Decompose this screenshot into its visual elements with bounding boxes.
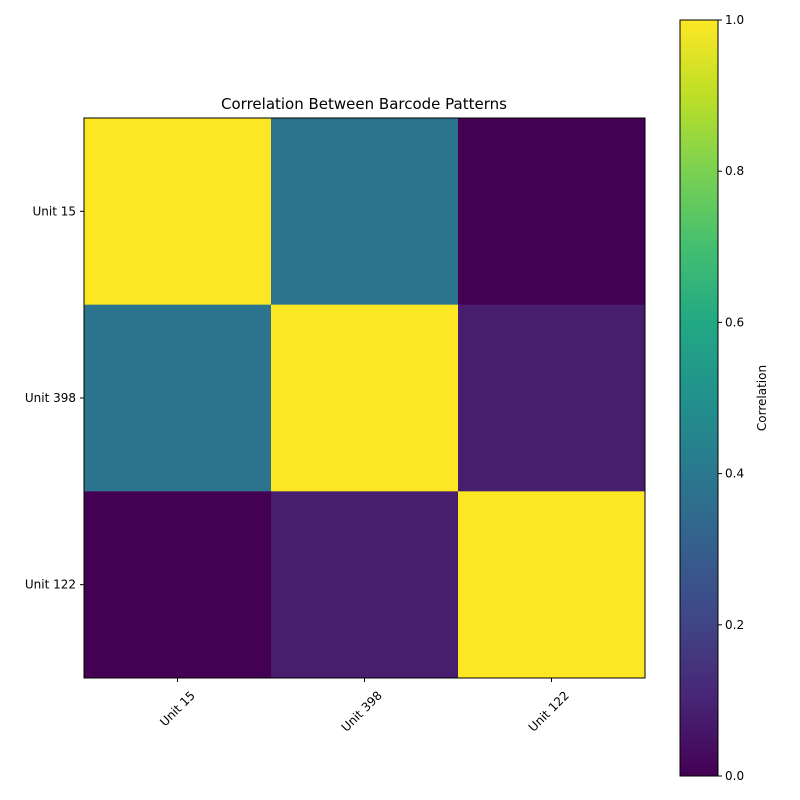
colorbar-label: Correlation xyxy=(755,365,769,431)
colorbar-tick-label: 0.6 xyxy=(725,315,744,329)
colorbar: 0.0 0.2 0.4 0.6 0.8 1.0 Correlation xyxy=(679,13,769,783)
heatmap-cell xyxy=(271,118,459,306)
colorbar-tick-label: 0.2 xyxy=(725,618,744,632)
y-tick-label: Unit 122 xyxy=(25,578,76,592)
heatmap-cell xyxy=(271,491,459,679)
colorbar-tick-label: 0.8 xyxy=(725,164,744,178)
x-axis: Unit 15 Unit 398 Unit 122 xyxy=(157,678,572,735)
colorbar-ticks: 0.0 0.2 0.4 0.6 0.8 1.0 xyxy=(718,13,744,783)
heatmap-cell xyxy=(458,491,646,679)
heatmap-cell xyxy=(84,491,272,679)
y-tick-label: Unit 398 xyxy=(25,391,76,405)
heatmap-cell xyxy=(271,304,459,492)
heatmap-cell xyxy=(458,118,646,306)
chart-title: Correlation Between Barcode Patterns xyxy=(221,95,507,113)
colorbar-frame xyxy=(679,19,719,777)
heatmap-cell xyxy=(458,304,646,492)
colorbar-tick-label: 0.0 xyxy=(725,769,744,783)
colorbar-tick-label: 0.4 xyxy=(725,467,744,481)
y-axis: Unit 15 Unit 398 Unit 122 xyxy=(25,204,84,592)
colorbar-gradient xyxy=(680,20,718,776)
heatmap-cell xyxy=(84,304,272,492)
heatmap-cell xyxy=(84,118,272,306)
heatmap-cells xyxy=(84,118,646,679)
x-tick-label: Unit 122 xyxy=(526,688,572,734)
colorbar-tick-label: 1.0 xyxy=(725,13,744,27)
y-tick-label: Unit 15 xyxy=(32,204,76,218)
x-tick-label: Unit 398 xyxy=(339,688,385,734)
x-tick-label: Unit 15 xyxy=(157,688,198,729)
